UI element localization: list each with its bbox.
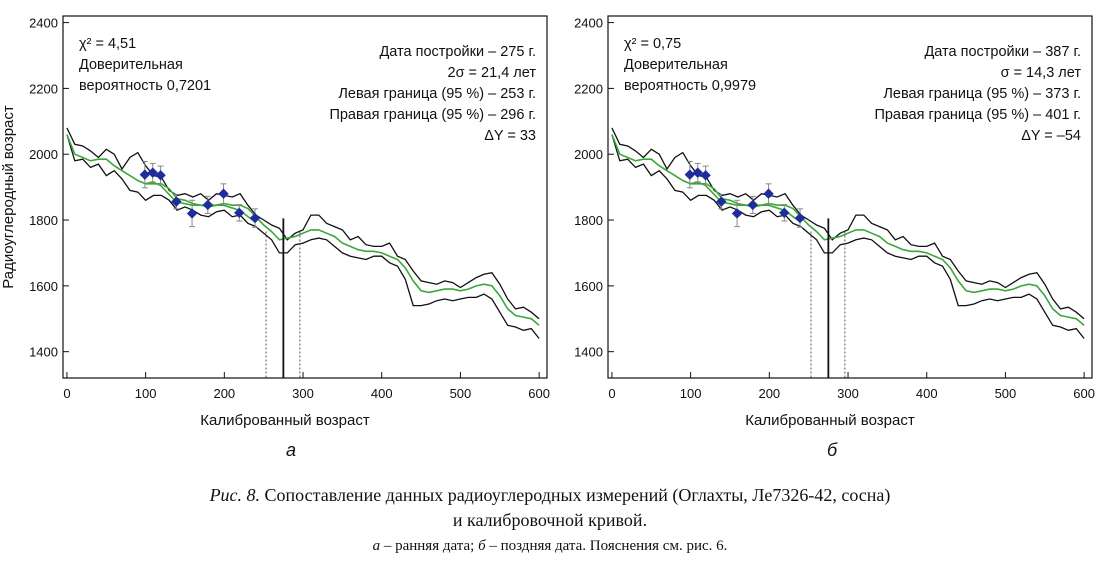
- chart-a-annotation-left: χ² = 4,51: [79, 36, 136, 52]
- chart-b-measurement-point: [700, 170, 711, 181]
- chart-a-measurement-point: [139, 169, 151, 180]
- chart-a-measurement-point: [234, 207, 245, 219]
- chart-a-y-tick-label: 2200: [29, 81, 58, 96]
- chart-a-annotation-left: Доверительная: [79, 57, 183, 73]
- chart-b-x-tick-label: 600: [1073, 386, 1095, 401]
- chart-b-calibration-upper: [611, 127, 1085, 320]
- chart-a-measurement-point: [218, 188, 229, 199]
- chart-b-annotation-right: ΔY = –54: [1021, 128, 1081, 144]
- chart-a-x-tick-label: 200: [213, 386, 235, 401]
- chart-a-y-tick-label: 1600: [29, 279, 58, 294]
- chart-b-y-tick-label: 1800: [574, 213, 603, 228]
- chart-a-plot-frame: [62, 15, 548, 379]
- chart-b-annotation-right: Дата постройки – 387 г.: [924, 44, 1081, 60]
- chart-a-x-tick-label: 500: [450, 386, 472, 401]
- chart-a-annotation-right: 2σ = 21,4 лет: [448, 65, 537, 81]
- chart-b-measurement-point: [747, 199, 759, 211]
- chart-b-x-tick-label: 0: [608, 386, 615, 401]
- chart-a-y-tick-label: 2000: [29, 147, 58, 162]
- chart-b-annotation-left: вероятность 0,9979: [624, 78, 756, 94]
- chart-b-measurement-point: [794, 212, 806, 224]
- figure-caption-line3: а – ранняя дата; б – поздняя дата. Поясн…: [0, 538, 1100, 555]
- chart-b-y-tick-label: 2400: [574, 16, 603, 31]
- chart-b-x-tick-label: 500: [995, 386, 1017, 401]
- chart-b-annotation-right: σ = 14,3 лет: [1001, 65, 1082, 81]
- chart-a-annotation-right: ΔY = 33: [484, 128, 536, 144]
- chart-a-annotation-right: Левая граница (95 %) – 253 г.: [338, 86, 536, 102]
- chart-a-measurement-point: [155, 170, 166, 181]
- chart-b-annotation-left: Доверительная: [624, 57, 728, 73]
- chart-b-annotation-left: χ² = 0,75: [624, 36, 681, 52]
- chart-b-y-tick-label: 2200: [574, 81, 603, 96]
- chart-a-x-tick-label: 400: [371, 386, 393, 401]
- chart-b-measurement-point: [684, 169, 696, 180]
- chart-b-x-tick-label: 200: [758, 386, 780, 401]
- panel-letter-b: б: [827, 440, 838, 460]
- chart-a-measurement-point: [186, 208, 198, 219]
- chart-panel-a: 1400 1600 1800 2000 2200 2400 0 100 200 300 400 500…: [0, 0, 550, 470]
- chart-a-annotation-right: Дата постройки – 275 г.: [379, 44, 536, 60]
- chart-b-y-tick-label: 1400: [574, 345, 603, 360]
- chart-panel-b: 1400 1600 1800 2000 2200 2400 0 100 200 300 400 500…: [545, 0, 1095, 470]
- chart-b-plot-frame: [607, 15, 1093, 379]
- chart-b-x-tick-label: 300: [837, 386, 859, 401]
- figure-caption-line2: и калибровочной кривой.: [452, 510, 648, 530]
- panel-letter-a: а: [286, 440, 297, 460]
- chart-a-calibration-lower: [66, 134, 540, 339]
- chart-a-x-tick-label: 100: [135, 386, 157, 401]
- chart-a-annotation-left: вероятность 0,7201: [79, 78, 211, 94]
- chart-b-calibration-lower: [611, 134, 1085, 339]
- chart-b-measurement-point: [716, 196, 727, 207]
- chart-a-y-axis-label: Радиоуглеродный возраст: [0, 105, 17, 289]
- chart-a-measurement-point: [171, 196, 182, 207]
- chart-a-calibration-upper: [66, 127, 540, 320]
- chart-a-x-tick-label: 0: [63, 386, 70, 401]
- caption-letter-a: а: [372, 538, 381, 554]
- chart-b-annotation-right: Правая граница (95 %) – 401 г.: [874, 107, 1081, 123]
- chart-a-y-tick-label: 1400: [29, 345, 58, 360]
- chart-a-annotation-right: Правая граница (95 %) – 296 г.: [329, 107, 536, 123]
- chart-b-y-tick-label: 1600: [574, 279, 603, 294]
- chart-a-x-tick-label: 300: [292, 386, 314, 401]
- chart-b-svg: 1400 1600 1800 2000 2200 2400 0 100 200 300 400 500…: [574, 15, 1095, 429]
- figure-caption-line1: Рис. 8. Сопоставление данных радиоуглеро…: [0, 485, 1100, 506]
- chart-a-svg: 1400 1600 1800 2000 2200 2400 0 100 200 300 400 500…: [0, 15, 550, 429]
- caption-letter-b: б: [478, 538, 486, 554]
- chart-a-measurement-point: [249, 212, 261, 224]
- chart-b-measurement-point: [763, 188, 774, 199]
- chart-a-measurement-point: [147, 167, 158, 178]
- figure-caption-text: Сопоставление данных радиоуглеродных изм…: [260, 485, 891, 505]
- chart-a-x-axis-label: Калиброванный возраст: [200, 412, 370, 429]
- chart-b-measurement-point: [731, 208, 743, 219]
- chart-b-measurement-point: [779, 207, 790, 219]
- chart-b-annotation-right: Левая граница (95 %) – 373 г.: [883, 86, 1081, 102]
- chart-b-x-axis-label: Калиброванный возраст: [745, 412, 915, 429]
- chart-b-y-tick-label: 2000: [574, 147, 603, 162]
- chart-b-measurement-point: [692, 167, 703, 178]
- chart-b-x-tick-label: 100: [680, 386, 702, 401]
- chart-b-x-tick-label: 400: [916, 386, 938, 401]
- chart-a-measurement-point: [202, 199, 214, 211]
- caption-text-a: – ранняя дата;: [380, 538, 479, 554]
- caption-text-b: – поздняя дата. Пояснения см. рис. 6.: [485, 538, 728, 554]
- chart-a-x-tick-label: 600: [528, 386, 550, 401]
- figure-label: Рис. 8.: [209, 485, 261, 505]
- chart-a-y-tick-label: 1800: [29, 213, 58, 228]
- chart-a-y-tick-label: 2400: [29, 16, 58, 31]
